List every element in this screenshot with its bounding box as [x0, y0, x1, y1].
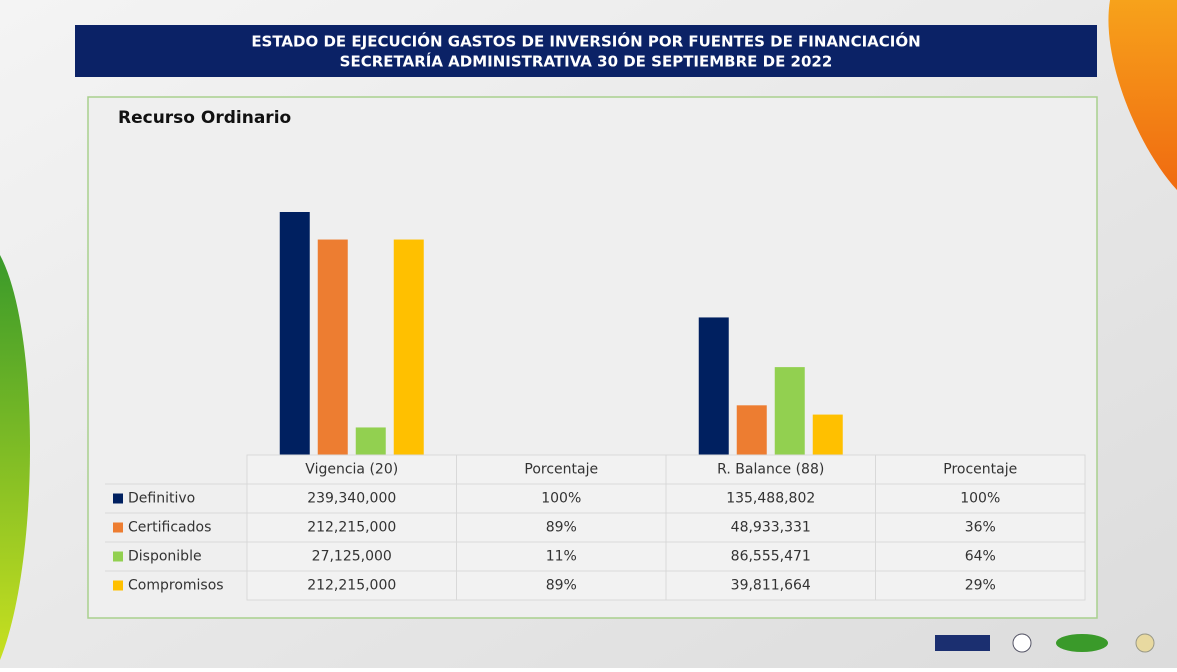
legend-swatch [113, 552, 123, 562]
bar [775, 367, 805, 455]
data-label: 212,215,000 [307, 520, 396, 536]
column-header: Porcentaje [524, 462, 598, 478]
bar [318, 240, 348, 455]
logo [935, 635, 990, 651]
title: ESTADO DE EJECUCIÓN GASTOS DE INVERSIÓN … [251, 32, 920, 51]
bar [280, 212, 310, 455]
logo [1056, 634, 1108, 652]
bar [813, 415, 843, 455]
bar [356, 427, 386, 455]
data-label: 64% [965, 549, 996, 565]
legend-swatch [113, 523, 123, 533]
legend-label: Disponible [128, 549, 202, 565]
data-label: 27,125,000 [312, 549, 392, 565]
data-label: 29% [965, 578, 996, 594]
data-label: 39,811,664 [731, 578, 811, 594]
legend-label: Certificados [128, 520, 211, 536]
data-label: 100% [541, 491, 581, 507]
data-label: 48,933,331 [731, 520, 811, 536]
subtitle: SECRETARÍA ADMINISTRATIVA 30 DE SEPTIEMB… [340, 52, 833, 71]
column-header: Vigencia (20) [305, 462, 398, 478]
data-label: 89% [546, 578, 577, 594]
logo [1013, 634, 1031, 652]
data-label: 135,488,802 [726, 491, 815, 507]
legend-swatch [113, 581, 123, 591]
legend-label: Compromisos [128, 578, 224, 594]
data-label: 11% [546, 549, 577, 565]
bar [737, 405, 767, 455]
bar [394, 240, 424, 455]
data-label: 100% [960, 491, 1000, 507]
data-label: 89% [546, 520, 577, 536]
chart-title: Recurso Ordinario [118, 108, 291, 128]
column-header: R. Balance (88) [717, 462, 824, 478]
legend-label: Definitivo [128, 491, 195, 507]
data-label: 36% [965, 520, 996, 536]
bar [699, 317, 729, 455]
logo [1136, 634, 1154, 652]
legend-swatch [113, 494, 123, 504]
column-header: Procentaje [943, 462, 1017, 478]
data-label: 212,215,000 [307, 578, 396, 594]
data-label: 86,555,471 [731, 549, 811, 565]
data-label: 239,340,000 [307, 491, 396, 507]
